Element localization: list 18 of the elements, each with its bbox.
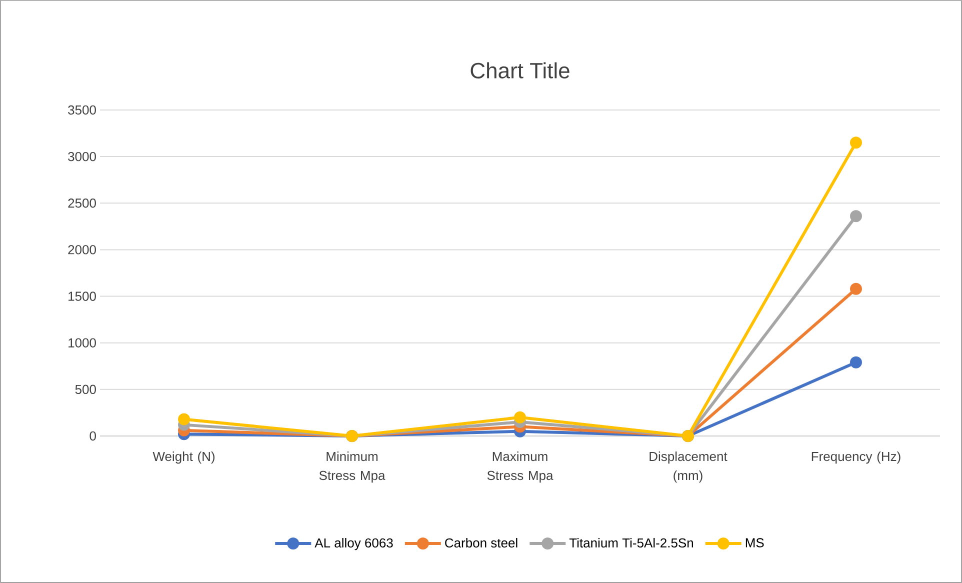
x-tick-label: Displacement (mm): [650, 452, 728, 483]
y-tick-label: 1000: [68, 338, 96, 348]
y-tick-label: 2500: [68, 198, 96, 208]
y-tick-label: 2000: [68, 245, 96, 254]
y-tick-label: 3500: [68, 105, 96, 115]
y-tick-label: 3000: [68, 152, 96, 162]
legend-label: MS: [746, 538, 764, 548]
y-tick-label: 1500: [68, 292, 96, 301]
legend-label: Carbon steel: [445, 538, 518, 548]
y-tick-label: 0: [90, 431, 96, 441]
x-tick-label: Weight (N): [152, 452, 214, 464]
x-tick-label: Frequency (Hz): [812, 452, 900, 464]
legend-label: AL alloy 6063: [314, 538, 393, 550]
chart-title: Chart Title: [470, 62, 570, 78]
x-tick-label: Maximum Stress Mpa: [487, 452, 554, 483]
x-tick-label: Minimum Stress Mpa: [319, 452, 386, 483]
legend-label: Titanium Ti-5Al-2.5Sn: [569, 538, 694, 548]
y-tick-label: 500: [75, 384, 96, 394]
